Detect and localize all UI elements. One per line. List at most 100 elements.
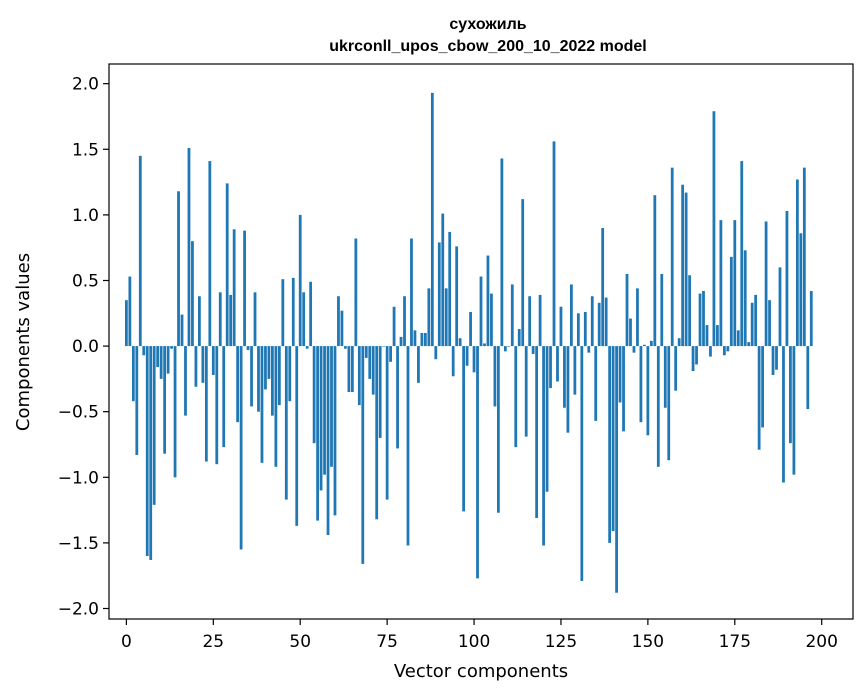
- bar: [583, 311, 587, 347]
- bar: [538, 294, 542, 347]
- bar: [521, 199, 525, 347]
- bar: [587, 346, 591, 353]
- bar: [392, 306, 396, 347]
- bar: [479, 276, 483, 347]
- bar: [684, 192, 688, 347]
- bar: [277, 346, 281, 406]
- bar: [639, 346, 643, 423]
- bar: [364, 346, 368, 358]
- bar: [542, 346, 545, 546]
- bar: [239, 346, 243, 550]
- bar: [465, 346, 469, 366]
- bar: [441, 213, 445, 347]
- bar: [281, 279, 285, 347]
- bar: [385, 346, 389, 500]
- plot-frame: [108, 63, 854, 620]
- bar: [750, 302, 754, 347]
- bar: [510, 284, 514, 347]
- x-tick-label: 200: [805, 632, 837, 652]
- bar: [601, 228, 605, 347]
- chart-subtitle: ukrconll_upos_cbow_200_10_2022 model: [329, 38, 646, 55]
- x-tick-label: 75: [376, 632, 398, 652]
- bar: [573, 346, 577, 395]
- bar: [389, 346, 392, 362]
- bar: [382, 346, 386, 347]
- bar: [674, 346, 678, 391]
- bar: [225, 183, 229, 347]
- bar: [298, 214, 302, 347]
- bar: [344, 346, 347, 349]
- bar: [156, 346, 160, 368]
- bar: [524, 346, 528, 437]
- bar: [124, 300, 128, 347]
- bar: [775, 346, 778, 370]
- bar: [729, 256, 733, 347]
- bar: [326, 346, 330, 536]
- bar: [444, 288, 448, 347]
- bar: [243, 230, 246, 347]
- bar: [507, 346, 511, 347]
- bar: [354, 238, 358, 347]
- bar: [747, 342, 751, 347]
- bar: [274, 346, 278, 467]
- bar: [531, 346, 535, 354]
- bar: [649, 340, 653, 347]
- bar: [698, 293, 702, 347]
- bar: [809, 290, 813, 347]
- bar: [740, 161, 744, 347]
- bar: [563, 346, 566, 408]
- bar: [570, 284, 573, 347]
- y-tick-label: 0.5: [72, 271, 99, 291]
- y-axis: 2.0 1.5 1.0 0.5 0.0 −0.5 −1.0 −1.5 −2.0: [58, 75, 109, 620]
- bar: [423, 332, 427, 347]
- bar: [229, 294, 233, 347]
- bar: [437, 242, 441, 347]
- bar: [340, 310, 344, 347]
- bar: [545, 346, 549, 492]
- bar: [594, 346, 598, 421]
- bar: [350, 346, 354, 393]
- bar: [528, 296, 532, 347]
- bar: [462, 346, 466, 512]
- bar: [410, 238, 413, 347]
- bar: [173, 346, 177, 478]
- bar: [323, 346, 326, 475]
- bar: [576, 313, 580, 347]
- bar: [218, 292, 222, 347]
- bar: [764, 221, 768, 347]
- bar: [496, 346, 500, 513]
- bar: [288, 346, 292, 402]
- bar: [688, 275, 691, 347]
- bar: [580, 346, 584, 581]
- bar: [733, 220, 737, 347]
- bar: [166, 346, 170, 374]
- bar: [677, 338, 681, 347]
- bar: [208, 161, 212, 347]
- bar: [472, 346, 476, 373]
- bar: [768, 300, 771, 347]
- bar: [785, 210, 789, 347]
- x-tick-label: 100: [458, 632, 490, 652]
- bar: [312, 346, 316, 444]
- bar: [451, 346, 455, 377]
- bar: [257, 346, 260, 412]
- bar: [743, 250, 747, 347]
- bar: [493, 346, 497, 407]
- bar: [187, 147, 191, 347]
- bar: [236, 346, 240, 423]
- bar: [177, 191, 180, 347]
- bar: [469, 311, 472, 347]
- bar: [514, 346, 518, 448]
- bar: [309, 281, 313, 347]
- bar: [396, 346, 399, 449]
- bar: [500, 158, 504, 347]
- bar: [142, 346, 146, 356]
- bar: [802, 167, 806, 347]
- bar: [291, 277, 295, 347]
- y-tick-label: −2.0: [58, 600, 99, 620]
- bar: [726, 346, 730, 352]
- bar: [681, 184, 685, 347]
- bar: [399, 336, 403, 347]
- y-tick-label: −0.5: [58, 403, 99, 423]
- bar: [163, 346, 167, 454]
